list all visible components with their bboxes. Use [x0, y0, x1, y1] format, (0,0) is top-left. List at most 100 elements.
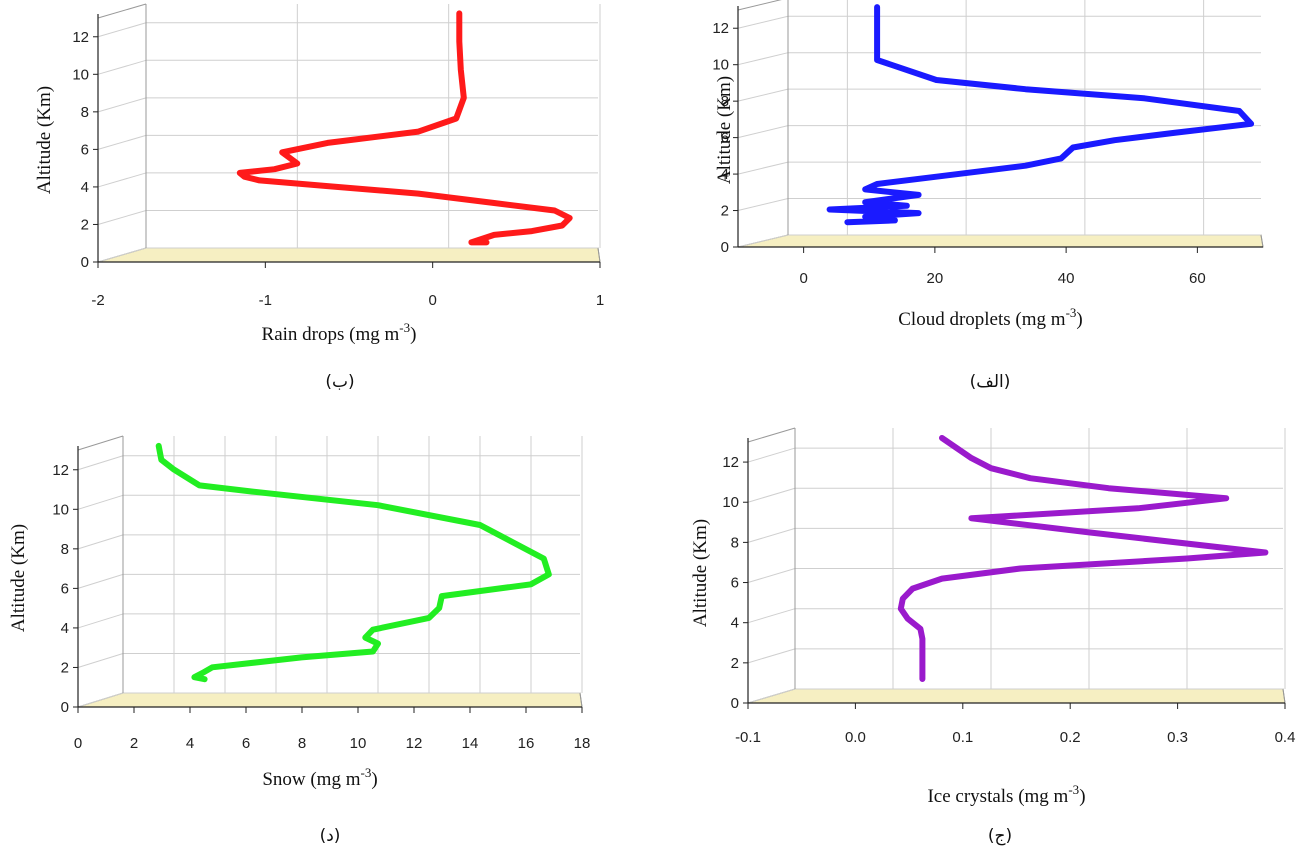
chart-floor [77, 692, 583, 708]
grid-line-depth [747, 608, 796, 624]
grid-line-depth [747, 527, 796, 543]
y-tick-label: 12 [712, 20, 729, 37]
grid-line-depth [77, 534, 124, 550]
x-axis-label-sup: -3 [1068, 782, 1079, 797]
panel-label: (الف) [969, 372, 1011, 392]
panel-label: (د) [319, 826, 341, 846]
x-axis-label-close: ) [410, 324, 416, 345]
y-tick-label: 2 [721, 203, 729, 220]
top-wall-edge [77, 435, 124, 451]
y-tick-label: 12 [722, 454, 739, 471]
x-tick-label: 16 [518, 735, 535, 752]
y-tick-label: 10 [712, 57, 729, 74]
grid-line-depth [737, 52, 789, 66]
grid-line-depth [77, 652, 124, 668]
chart-svg: 0 2 4 6 8 10 12 0 20 40 60 Altitude (Km) Cloud dropl… [712, 0, 1264, 330]
x-tick-label: 1 [596, 292, 604, 309]
y-axis-label: Altitude (Km) [34, 86, 55, 194]
y-tick-label: 2 [61, 659, 69, 676]
x-tick-label: 0 [74, 735, 82, 752]
y-tick-label: 8 [731, 534, 739, 551]
y-tick-label: 10 [72, 66, 89, 83]
grid-line-depth [737, 161, 789, 175]
grid-line-depth [77, 494, 124, 510]
x-tick-label: 4 [186, 735, 194, 752]
grid-line-depth [747, 688, 796, 704]
grid-line-depth [737, 15, 789, 29]
x-axis-label-main: Snow (mg m [262, 769, 360, 790]
x-axis-label-sup: -3 [361, 765, 372, 780]
x-axis-label-main: Cloud droplets (mg m [898, 309, 1066, 330]
x-axis-label-main: Ice crystals (mg m [927, 786, 1068, 807]
y-tick-label: 10 [52, 501, 69, 518]
x-axis-label-main: Rain drops (mg m [262, 324, 400, 345]
grid-line-depth [747, 487, 796, 503]
chart-cloud-droplets: 0 2 4 6 8 10 12 0 20 40 60 Altitude (Km) Cloud dropl… [650, 0, 1298, 420]
x-tick-label: 6 [242, 735, 250, 752]
data-series-line [826, 4, 1255, 226]
y-tick-label: 4 [61, 620, 69, 637]
y-tick-label: 4 [81, 179, 89, 196]
x-tick-label: 20 [927, 270, 944, 287]
y-tick-label: 8 [61, 541, 69, 558]
x-tick-label: 0.1 [952, 729, 973, 746]
grid-line-depth [77, 692, 124, 708]
grid-line-depth [97, 59, 147, 75]
x-tick-label: 40 [1058, 270, 1075, 287]
y-tick-label: 6 [721, 130, 729, 147]
y-tick-label: 6 [731, 575, 739, 592]
data-series-line [897, 435, 1269, 682]
grid-line-depth [77, 613, 124, 629]
x-tick-label: 12 [406, 735, 423, 752]
x-axis-label: Cloud droplets (mg m-3) [898, 305, 1082, 330]
x-axis-label: Ice crystals (mg m-3) [927, 782, 1085, 807]
y-tick-label: 10 [722, 494, 739, 511]
grid-line-depth [97, 209, 147, 225]
grid-line-depth [97, 247, 147, 263]
y-tick-label: 6 [61, 580, 69, 597]
x-tick-label: 0 [428, 292, 436, 309]
x-tick-label: 10 [350, 735, 367, 752]
chart-svg: 0 2 4 6 8 10 12 0 2 4 6 8 10 12 14 16 18 Altitude (Km) Sno… [8, 435, 591, 790]
floor-edge [597, 247, 601, 263]
y-tick-label: 0 [61, 699, 69, 716]
chart-ice-crystals: 0 2 4 6 8 10 12 -0.1 0.0 0.1 0.2 0.3 0.4 Altitude (Km… [650, 427, 1298, 850]
x-tick-label: 0.2 [1060, 729, 1081, 746]
floor-edge [1260, 234, 1264, 248]
grid-line-depth [97, 172, 147, 188]
x-tick-label: 14 [462, 735, 479, 752]
grid-line-depth [77, 573, 124, 589]
chart-snow: 0 2 4 6 8 10 12 0 2 4 6 8 10 12 14 16 18 Altitude (Km) Sno… [0, 430, 640, 850]
x-tick-label: 0 [799, 270, 807, 287]
y-tick-label: 2 [81, 216, 89, 233]
grid-line-depth [97, 134, 147, 150]
chart-svg: 0 2 4 6 8 10 12 -2 -1 0 1 Altitude (Km) Rain drops (… [34, 3, 604, 345]
y-tick-label: 2 [731, 655, 739, 672]
chart-svg: 0 2 4 6 8 10 12 -0.1 0.0 0.1 0.2 0.3 0.4 Altitude (Km… [690, 427, 1295, 807]
data-series-line [155, 442, 552, 683]
grid-line-depth [737, 198, 789, 212]
x-tick-label: 18 [574, 735, 591, 752]
y-tick-label: 12 [52, 462, 69, 479]
x-axis-label-close: ) [371, 769, 377, 790]
x-axis-label: Snow (mg m-3) [262, 765, 377, 790]
y-tick-label: 0 [81, 254, 89, 271]
grid-line-depth [97, 97, 147, 113]
grid-line-depth [747, 568, 796, 584]
x-tick-label: 0.0 [845, 729, 866, 746]
grid-line-depth [737, 234, 789, 248]
grid-line-depth [97, 22, 147, 38]
top-wall-edge [737, 0, 782, 11]
x-axis-label-sup: -3 [399, 320, 410, 335]
chart-floor [97, 247, 601, 263]
x-tick-label: 8 [298, 735, 306, 752]
y-tick-label: 0 [731, 695, 739, 712]
x-tick-label: -2 [91, 292, 104, 309]
grid-line-depth [77, 455, 124, 471]
x-tick-label: 60 [1189, 270, 1206, 287]
x-tick-label: 2 [130, 735, 138, 752]
chart-floor [747, 688, 1286, 704]
grid-line-depth [747, 447, 796, 463]
panel-label: (ب) [325, 372, 355, 392]
top-wall-edge [747, 427, 796, 443]
